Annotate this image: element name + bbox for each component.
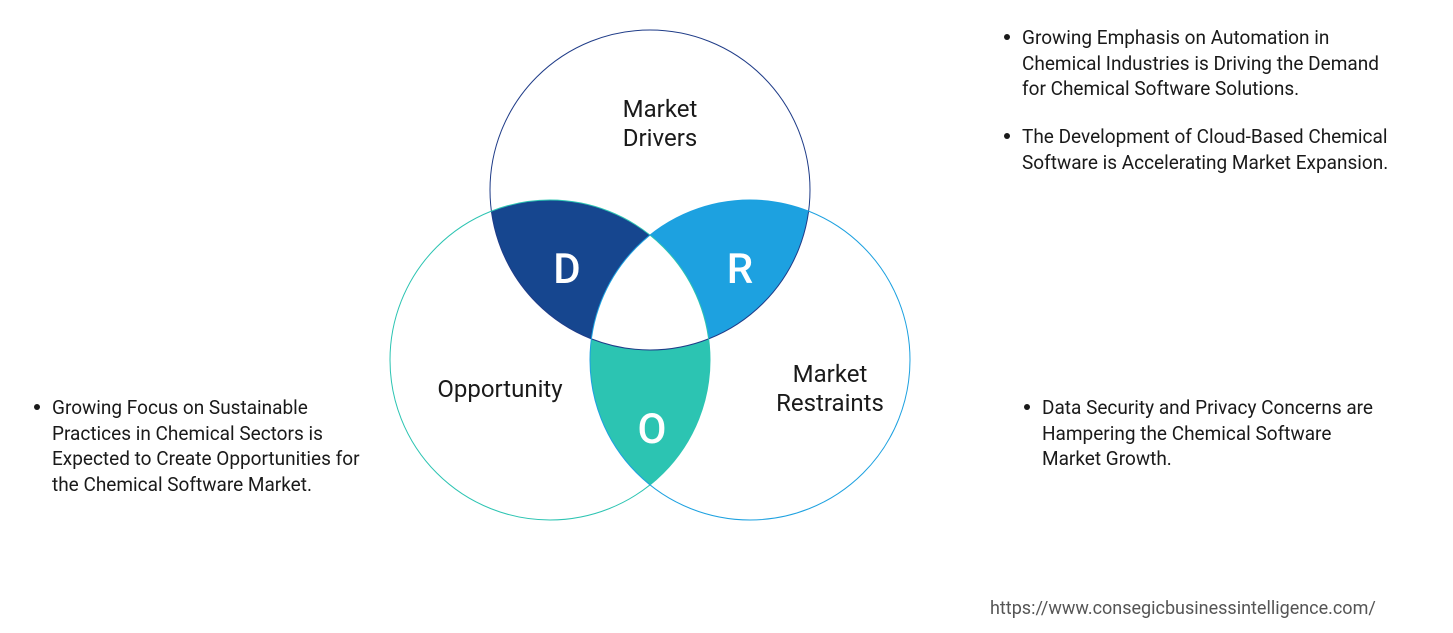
- lens-letter-r: R: [720, 245, 760, 294]
- lens-letter-d: D: [547, 245, 587, 294]
- label-market-restraints: MarketRestraints: [760, 360, 900, 418]
- bullet-item: Data Security and Privacy Concerns are H…: [1020, 395, 1380, 472]
- bullets-opportunity: Growing Focus on Sustainable Practices i…: [30, 395, 390, 520]
- label-opportunity: Opportunity: [410, 375, 590, 404]
- bullets-restraints: Data Security and Privacy Concerns are H…: [1020, 395, 1380, 494]
- label-text: Opportunity: [437, 375, 562, 403]
- lens-letter-o: O: [632, 405, 672, 454]
- bullet-item: Growing Emphasis on Automation in Chemic…: [1000, 25, 1400, 102]
- bullet-item: The Development of Cloud-Based Chemical …: [1000, 124, 1400, 175]
- infographic-canvas: MarketDrivers Opportunity MarketRestrain…: [0, 0, 1453, 633]
- bullets-drivers: Growing Emphasis on Automation in Chemic…: [1000, 25, 1400, 197]
- bullet-item: Growing Focus on Sustainable Practices i…: [30, 395, 390, 498]
- footer-source-url: https://www.consegicbusinessintelligence…: [990, 598, 1376, 619]
- label-text: MarketRestraints: [776, 360, 884, 417]
- label-market-drivers: MarketDrivers: [600, 95, 720, 153]
- label-text: MarketDrivers: [623, 95, 698, 152]
